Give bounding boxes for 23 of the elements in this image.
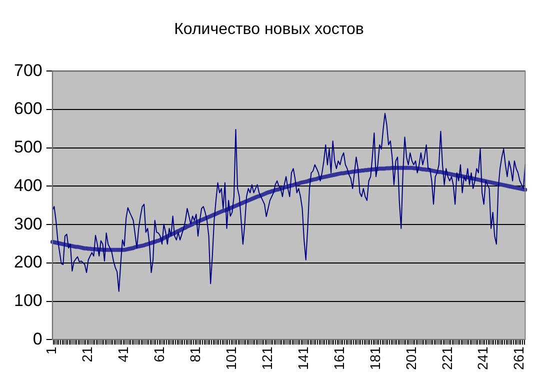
y-tick-label: 300 xyxy=(14,214,42,234)
x-tick-label: 21 xyxy=(79,346,96,362)
x-tick-label: 241 xyxy=(474,346,491,370)
x-tick-label: 81 xyxy=(187,346,204,362)
y-tick-label: 700 xyxy=(14,60,42,80)
x-tick-label: 181 xyxy=(366,346,383,370)
x-tick-label: 1 xyxy=(43,346,60,354)
x-tick-label: 61 xyxy=(151,346,168,362)
x-tick-label: 41 xyxy=(115,346,132,362)
x-tick-label: 141 xyxy=(294,346,311,370)
y-tick-label: 0 xyxy=(32,329,42,348)
y-tick-label: 500 xyxy=(14,138,42,157)
x-tick-label: 101 xyxy=(223,346,240,370)
x-tick-label: 201 xyxy=(402,346,419,370)
y-tick-label: 100 xyxy=(14,290,42,310)
x-tick-label: 121 xyxy=(258,346,275,370)
x-tick-label: 161 xyxy=(330,346,347,370)
y-tick-label: 600 xyxy=(14,99,42,118)
y-tick-label: 400 xyxy=(14,176,42,195)
y-tick-label: 200 xyxy=(14,252,42,272)
chart-title: Количество новых хостов xyxy=(174,21,364,38)
x-tick-label: 221 xyxy=(438,346,455,370)
x-tick-label: 261 xyxy=(510,346,527,370)
